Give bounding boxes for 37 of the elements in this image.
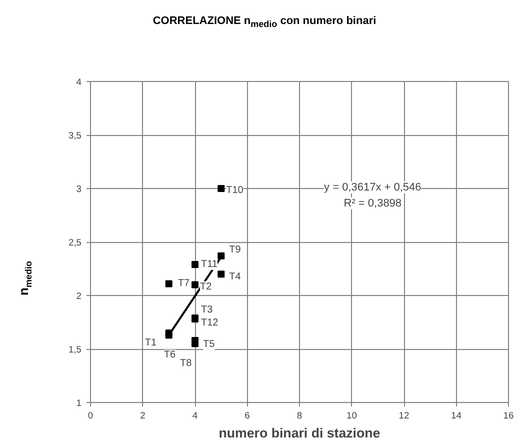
annotation: T1 [144,337,157,348]
chart-title: CORRELAZIONE n$_{medio}$ con numero binari [152,14,378,32]
annotation: T2 [200,281,212,292]
point [218,270,225,278]
annotation: T8 [180,358,192,370]
x-tick-label: 12 [398,410,410,420]
annotation: T10 [226,185,244,196]
y-tick-label: 1,5 [68,344,82,354]
point [165,280,172,288]
annotation: T5 [203,338,216,350]
annotation: T6 [164,350,176,361]
y-tick-label: 2 [76,291,82,301]
x-tick-label: 2 [140,410,146,420]
x-tick-label: 0 [88,410,94,420]
y-tick-label: 3,5 [68,130,82,140]
y-tick-label: 3 [76,184,82,194]
x-tick-label: 4 [192,410,198,420]
point [192,260,198,268]
annotation: R² = 0,3898 [344,197,402,210]
x-tick-label: 14 [451,410,462,420]
annotation: T3 [201,304,214,316]
annotation: T9 [229,244,242,256]
y-tick-label: 1 [76,398,82,408]
x-tick-label: 10 [346,410,357,420]
y-tick-label: 2,5 [68,238,82,248]
annotation: T12 [201,318,219,329]
point [218,185,225,192]
x-tick-label: 6 [244,410,250,420]
annotation: T7 [178,278,190,290]
y-tick-label: 4 [76,77,82,87]
annotation: T11 [201,258,218,270]
x-tick-label: 8 [296,410,302,420]
x-tick-label: 16 [503,410,514,420]
x-axis-title: numero binari di stazione [218,426,380,440]
annotation: T4 [229,272,242,283]
point [192,281,198,288]
annotation: y = 0,3617x + 0,546 [324,181,422,194]
